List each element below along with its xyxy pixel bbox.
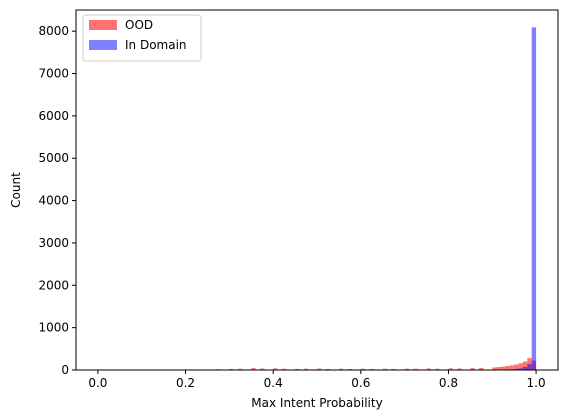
legend: OOD In Domain: [82, 14, 202, 62]
ood-bar: [435, 368, 440, 370]
y-axis: 0 1000 2000 3000 4000 5000 6000 7000 8000: [38, 24, 76, 377]
x-tick-label: 1.0: [527, 376, 546, 390]
ood-bar: [382, 368, 388, 370]
x-tick-label: 0.4: [264, 376, 283, 390]
ood-bar: [338, 368, 344, 370]
in-domain-series: [505, 27, 537, 370]
ood-bar: [238, 368, 243, 370]
y-tick-label: 6000: [38, 109, 69, 123]
y-tick-label: 8000: [38, 24, 69, 38]
ood-bar: [514, 364, 519, 370]
ood-bar: [518, 363, 523, 370]
legend-swatch-in-domain: [89, 40, 117, 50]
ood-bar: [273, 368, 278, 370]
y-tick-label: 2000: [38, 278, 69, 292]
y-tick-label: 1000: [38, 321, 69, 335]
ood-bar: [391, 368, 396, 370]
ood-bar: [522, 361, 528, 370]
y-tick-label: 4000: [38, 194, 69, 208]
x-tick-label: 0.8: [439, 376, 458, 390]
ood-bar: [325, 368, 331, 370]
ood-bar: [426, 368, 431, 370]
ood-bar: [251, 368, 256, 370]
ood-bar: [229, 368, 234, 370]
ood-bar: [347, 368, 353, 370]
ood-bar: [509, 365, 515, 370]
y-axis-label: Count: [9, 172, 23, 208]
ood-bar: [317, 368, 322, 370]
ood-bar: [470, 368, 475, 370]
ood-bar: [505, 365, 510, 370]
in-domain-bar: [531, 27, 537, 370]
x-axis: 0.0 0.2 0.4 0.6 0.8 1.0: [88, 370, 546, 390]
x-tick-label: 0.6: [351, 376, 370, 390]
ood-bar: [295, 368, 300, 370]
legend-label-ood: OOD: [125, 18, 153, 32]
in-domain-bar: [527, 364, 532, 370]
x-tick-label: 0.2: [176, 376, 195, 390]
ood-bar: [448, 368, 453, 370]
ood-series: [216, 358, 537, 370]
ood-bar: [492, 367, 497, 370]
ood-bar: [260, 368, 265, 370]
in-domain-bar: [514, 368, 519, 370]
y-tick-label: 7000: [38, 67, 69, 81]
legend-swatch-ood: [89, 20, 117, 30]
ood-bar: [404, 368, 410, 370]
ood-bar: [501, 366, 506, 370]
y-tick-label: 3000: [38, 236, 69, 250]
ood-bar: [413, 368, 418, 370]
y-tick-label: 0: [61, 363, 69, 377]
ood-bar: [369, 368, 374, 370]
in-domain-bar: [518, 368, 523, 370]
ood-bar: [360, 368, 366, 370]
ood-bar: [496, 367, 502, 370]
ood-bar: [479, 367, 484, 370]
plot-frame: [75, 9, 559, 371]
ood-bar: [281, 368, 287, 370]
legend-label-in-domain: In Domain: [125, 38, 187, 52]
x-axis-label: Max Intent Probability: [251, 396, 382, 410]
ood-bar: [457, 368, 462, 370]
y-tick-label: 5000: [38, 151, 69, 165]
x-tick-label: 0.0: [88, 376, 107, 390]
in-domain-bar: [522, 367, 528, 370]
ood-bar: [303, 368, 309, 370]
